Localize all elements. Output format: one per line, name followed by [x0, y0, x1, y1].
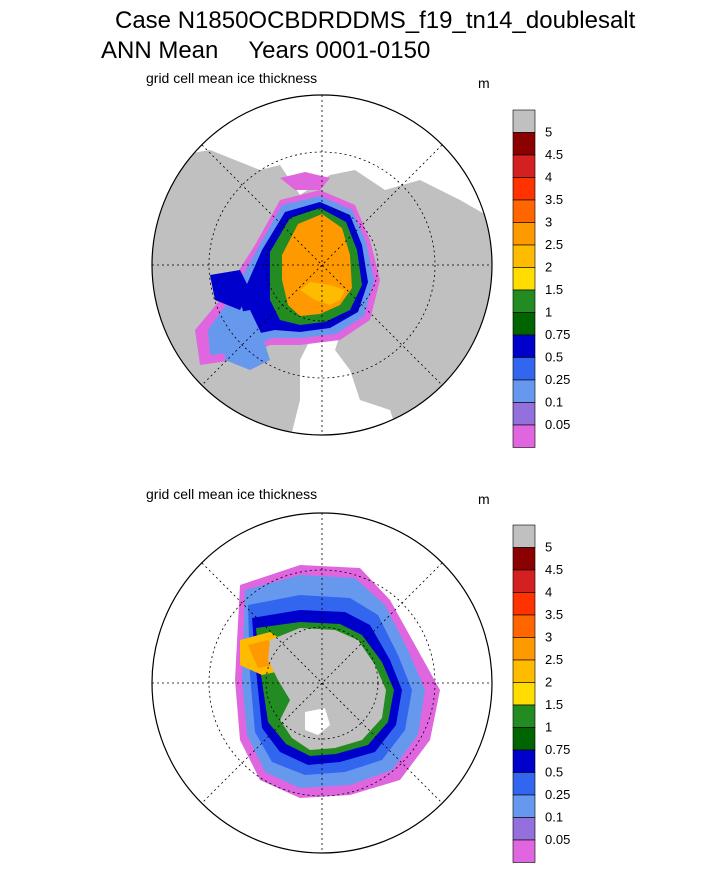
- graticule: [152, 513, 492, 853]
- colorbar-swatch: [512, 704, 536, 728]
- colorbar-label: 3: [545, 630, 552, 645]
- colorbar-swatch: [512, 772, 536, 796]
- colorbar-label: 4: [545, 170, 552, 185]
- ross-ice-shelf: [305, 708, 330, 735]
- colorbar-swatch: [512, 289, 536, 313]
- panel-label: grid cell mean ice thickness: [146, 70, 318, 86]
- graticule: [152, 95, 492, 435]
- colorbar-swatch: [512, 727, 536, 751]
- ice-yellow: [300, 282, 345, 305]
- colorbar-label: 3.5: [545, 607, 563, 622]
- colorbar-label: 0.75: [545, 742, 570, 757]
- colorbar-swatch: [512, 312, 536, 336]
- map-boundary: [151, 94, 493, 436]
- colorbar-label: 0.25: [545, 787, 570, 802]
- panel-arctic: grid cell mean ice thickness m: [0, 0, 722, 448]
- colorbar-label: 2: [545, 675, 552, 690]
- colorbar-swatch: [512, 424, 536, 448]
- colorbar-swatch: [512, 682, 536, 706]
- colorbar-arctic: 5 4.5 4 3.5 3 2.5 2 1.5 1 0.75 0.5 0.25 0.1 0.05: [512, 109, 570, 448]
- colorbar-swatch: [512, 569, 536, 593]
- colorbar-swatch: [512, 659, 536, 683]
- antarctic-map: 5 4.5 4 3.5 3 2.5 2 1.5 1 0.75 0.5 0.25 0.1 0.05: [151, 512, 570, 863]
- colorbar-swatch: [512, 334, 536, 358]
- colorbar-label: 1: [545, 305, 552, 320]
- colorbar-label: 0.25: [545, 372, 570, 387]
- page-subtitle: ANN Mean Years 0001-0150: [101, 36, 430, 66]
- unit-label: m: [478, 75, 490, 91]
- colorbar-swatch: [512, 817, 536, 841]
- colorbar-label: 0.75: [545, 327, 570, 342]
- colorbar-label: 1.5: [545, 282, 563, 297]
- colorbar-swatch: [512, 357, 536, 381]
- colorbar-swatch: [512, 222, 536, 246]
- subtitle-mean: ANN Mean: [101, 37, 219, 64]
- colorbar-swatch: [512, 109, 536, 133]
- colorbar-swatch: [512, 154, 536, 178]
- colorbar-label: 5: [545, 540, 552, 555]
- colorbar-label: 2: [545, 260, 552, 275]
- ice-okhotsk: [280, 172, 330, 190]
- colorbar-swatch: [512, 177, 536, 201]
- colorbar-label: 0.05: [545, 417, 570, 432]
- colorbar-swatch: [512, 637, 536, 661]
- colorbar-label: 1.5: [545, 697, 563, 712]
- colorbar-antarctic: 5 4.5 4 3.5 3 2.5 2 1.5 1 0.75 0.5 0.25 0.1 0.05: [512, 524, 570, 863]
- colorbar-swatch: [512, 614, 536, 638]
- colorbar-label: 3: [545, 215, 552, 230]
- colorbar-swatch: [512, 592, 536, 616]
- colorbar-swatch: [512, 839, 536, 863]
- ice-hudson: [210, 270, 250, 310]
- colorbar-label: 0.1: [545, 810, 563, 825]
- colorbar-swatch: [512, 794, 536, 818]
- colorbar-swatch: [512, 402, 536, 426]
- arctic-map: 5 4.5 4 3.5 3 2.5 2 1.5 1 0.75 0.5 0.25 0.1 0.05: [151, 94, 570, 448]
- colorbar-swatch: [512, 749, 536, 773]
- colorbar-swatch: [512, 132, 536, 156]
- unit-label: m: [478, 491, 490, 507]
- panel-antarctic: grid cell mean ice thickness m: [0, 450, 722, 870]
- colorbar-swatch: [512, 244, 536, 268]
- colorbar-label: 1: [545, 720, 552, 735]
- colorbar-label: 2.5: [545, 652, 563, 667]
- colorbar-swatch: [512, 379, 536, 403]
- colorbar-swatch: [512, 524, 536, 548]
- colorbar-swatch: [512, 199, 536, 223]
- colorbar-label: 3.5: [545, 192, 563, 207]
- colorbar-label: 0.1: [545, 395, 563, 410]
- colorbar-swatch: [512, 267, 536, 291]
- colorbar-label: 4.5: [545, 147, 563, 162]
- colorbar-label: 5: [545, 125, 552, 140]
- colorbar-label: 2.5: [545, 237, 563, 252]
- colorbar-swatch: [512, 547, 536, 571]
- colorbar-label: 0.5: [545, 765, 563, 780]
- subtitle-years: Years 0001-0150: [248, 37, 431, 64]
- colorbar-label: 0.05: [545, 832, 570, 847]
- panel-label: grid cell mean ice thickness: [146, 486, 318, 502]
- page-title: Case N1850OCBDRDDMS_f19_tn14_doublesalt: [115, 7, 636, 34]
- land-greenland: [152, 190, 230, 365]
- map-boundary: [151, 512, 493, 854]
- colorbar-label: 0.5: [545, 350, 563, 365]
- colorbar-label: 4: [545, 585, 552, 600]
- colorbar-label: 4.5: [545, 562, 563, 577]
